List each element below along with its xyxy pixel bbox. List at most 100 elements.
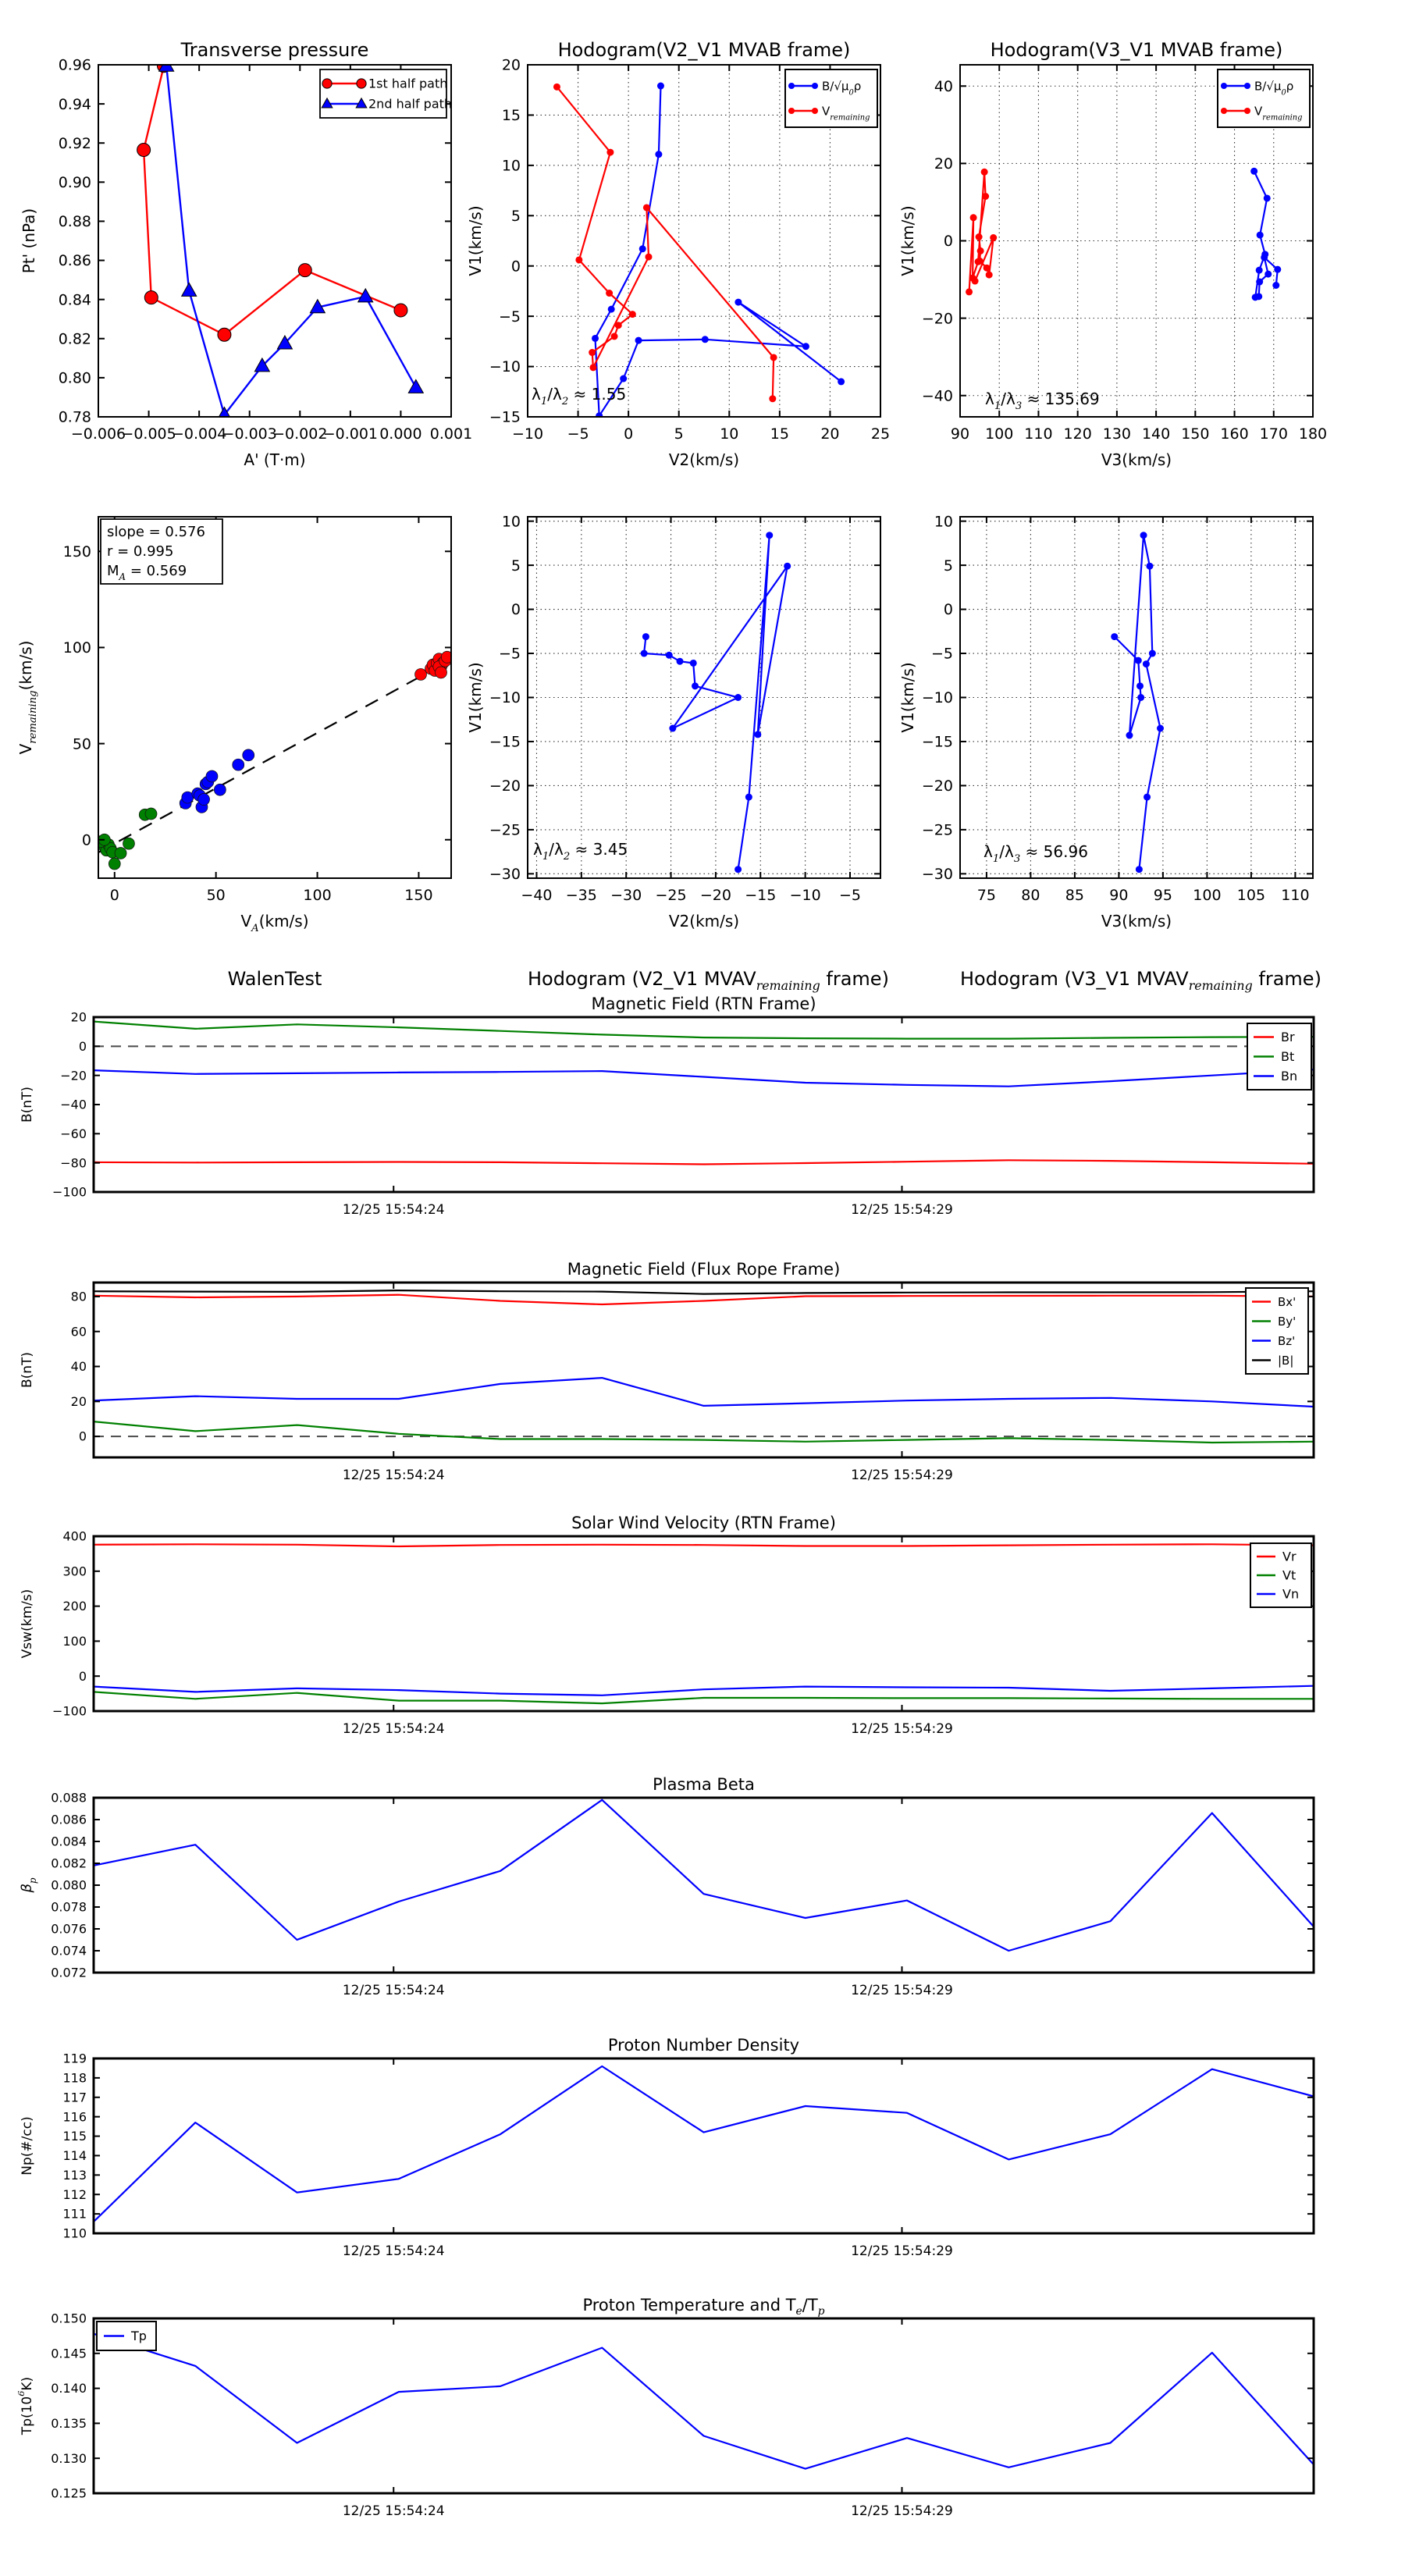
- svg-text:50: 50: [73, 735, 91, 753]
- plot-proton-density: 12/25 15:54:24 12/25 15:54:29 110 111 112 113…: [20, 2051, 1315, 2259]
- svg-text:V3(km/s): V3(km/s): [1101, 450, 1172, 469]
- svg-text:V1(km/s): V1(km/s): [898, 205, 917, 276]
- svg-text:10: 10: [720, 425, 738, 443]
- svg-text:Bx': Bx': [1278, 1295, 1296, 1309]
- svg-text:12/25 15:54:29: 12/25 15:54:29: [851, 2243, 953, 2259]
- svg-text:−60: −60: [60, 1126, 87, 1141]
- svg-text:130: 130: [1103, 425, 1131, 443]
- svg-text:60: 60: [71, 1324, 87, 1339]
- svg-text:0.84: 0.84: [59, 291, 91, 308]
- svg-text:111: 111: [62, 2207, 87, 2222]
- svg-text:−0.005: −0.005: [121, 425, 176, 443]
- svg-text:−0.002: −0.002: [272, 425, 327, 443]
- svg-text:0.92: 0.92: [59, 135, 91, 152]
- svg-text:−40: −40: [60, 1098, 87, 1112]
- svg-text:0: 0: [110, 887, 119, 904]
- plot-hodogram-v2v1-mvav: −40 −35 −30 −25 −20 −15 −10 −5 −30 −25 −20 −15 −10 −5…: [466, 513, 881, 930]
- chart-title-hodogram-v2v1-mvav: Hodogram (V2_V1 MVAVremaining frame): [528, 968, 889, 993]
- svg-text:Vremaining: Vremaining: [1254, 104, 1302, 122]
- svg-text:150: 150: [404, 887, 432, 904]
- svg-text:0: 0: [944, 601, 953, 618]
- svg-text:20: 20: [71, 1394, 87, 1409]
- svg-text:0.88: 0.88: [59, 213, 91, 230]
- svg-text:120: 120: [1064, 425, 1092, 443]
- svg-text:170: 170: [1260, 425, 1288, 443]
- svg-text:−10: −10: [489, 689, 521, 706]
- svg-text:20: 20: [820, 425, 839, 443]
- svg-text:λ1/λ2 ≈ 3.45: λ1/λ2 ≈ 3.45: [533, 840, 628, 863]
- svg-text:r = 0.995: r = 0.995: [107, 543, 173, 560]
- svg-text:117: 117: [62, 2090, 87, 2105]
- svg-text:Tp: Tp: [130, 2329, 147, 2343]
- svg-text:−80: −80: [60, 1155, 87, 1170]
- svg-text:0.80: 0.80: [59, 370, 91, 387]
- svg-text:20: 20: [71, 1010, 87, 1025]
- svg-text:0.080: 0.080: [51, 1878, 87, 1893]
- svg-text:150: 150: [63, 543, 91, 560]
- svg-text:50: 50: [207, 887, 226, 904]
- svg-text:119: 119: [62, 2051, 87, 2066]
- svg-text:10: 10: [502, 158, 521, 175]
- svg-text:100: 100: [303, 887, 331, 904]
- chart-title-hodogram-v2v1-mvab: Hodogram(V2_V1 MVAB frame): [557, 39, 851, 61]
- svg-text:12/25 15:54:24: 12/25 15:54:24: [343, 1721, 445, 1737]
- svg-text:0.145: 0.145: [51, 2346, 87, 2361]
- plot-solar-wind-velocity: 12/25 15:54:24 12/25 15:54:29 −100 0 100 200 3…: [20, 1529, 1315, 1737]
- svg-text:12/25 15:54:29: 12/25 15:54:29: [851, 1468, 953, 1483]
- svg-text:112: 112: [62, 2187, 87, 2202]
- svg-text:−5: −5: [499, 308, 521, 326]
- svg-text:12/25 15:54:24: 12/25 15:54:24: [343, 2243, 445, 2259]
- svg-text:115: 115: [62, 2129, 87, 2144]
- chart-title-proton-temp: Proton Temperature and Te/Tp: [582, 2296, 825, 2318]
- svg-text:0.082: 0.082: [51, 1856, 87, 1871]
- plot-proton-temp: 12/25 15:54:24 12/25 15:54:29 0.125 0.130 0.…: [16, 2311, 1315, 2519]
- svg-text:V1(km/s): V1(km/s): [466, 662, 485, 732]
- svg-text:Vt: Vt: [1282, 1568, 1296, 1583]
- svg-text:100: 100: [62, 1634, 87, 1649]
- svg-text:0.140: 0.140: [51, 2381, 87, 2396]
- svg-text:100: 100: [63, 639, 91, 656]
- svg-text:−25: −25: [489, 822, 521, 839]
- svg-text:Bt: Bt: [1281, 1049, 1294, 1064]
- svg-text:12/25 15:54:29: 12/25 15:54:29: [851, 1721, 953, 1737]
- svg-text:−20: −20: [922, 310, 953, 327]
- svg-text:0.135: 0.135: [51, 2416, 87, 2431]
- svg-text:113: 113: [62, 2168, 87, 2183]
- svg-text:−100: −100: [52, 1704, 87, 1719]
- svg-text:5: 5: [511, 557, 521, 575]
- svg-text:15: 15: [770, 425, 789, 443]
- svg-text:VA(km/s): VA(km/s): [240, 912, 308, 934]
- svg-text:100: 100: [1193, 887, 1221, 904]
- svg-text:105: 105: [1237, 887, 1265, 904]
- svg-text:0.90: 0.90: [59, 174, 91, 191]
- svg-text:12/25 15:54:24: 12/25 15:54:24: [343, 1983, 445, 1998]
- svg-text:MA = 0.569: MA = 0.569: [107, 563, 187, 582]
- svg-text:0.086: 0.086: [51, 1813, 87, 1827]
- svg-text:−15: −15: [745, 887, 776, 904]
- svg-text:5: 5: [944, 557, 953, 575]
- svg-text:0: 0: [82, 831, 91, 849]
- svg-text:110: 110: [62, 2226, 87, 2241]
- svg-text:0: 0: [79, 1039, 87, 1054]
- svg-text:−40: −40: [521, 887, 552, 904]
- svg-text:−30: −30: [610, 887, 642, 904]
- svg-text:βp: βp: [19, 1877, 38, 1894]
- svg-text:114: 114: [62, 2148, 87, 2163]
- chart-title-plasma-beta: Plasma Beta: [653, 1775, 755, 1794]
- svg-text:300: 300: [62, 1564, 87, 1578]
- svg-text:−40: −40: [922, 387, 953, 404]
- svg-text:−0.006: −0.006: [71, 425, 126, 443]
- svg-text:0: 0: [511, 258, 521, 275]
- svg-text:12/25 15:54:29: 12/25 15:54:29: [851, 1983, 953, 1998]
- plot-magnetic-field-fluxrope: 12/25 15:54:24 12/25 15:54:29 0 20 40 60 80 B(n…: [20, 1281, 1315, 1483]
- svg-text:0.001: 0.001: [430, 425, 472, 443]
- svg-text:V1(km/s): V1(km/s): [466, 205, 485, 276]
- svg-text:B/√μ0ρ: B/√μ0ρ: [822, 79, 861, 97]
- svg-text:5: 5: [674, 425, 684, 443]
- svg-text:0.000: 0.000: [379, 425, 422, 443]
- plot-plasma-beta: 12/25 15:54:24 12/25 15:54:29 0.072 0.074 0.…: [19, 1791, 1315, 1998]
- svg-text:−5: −5: [931, 646, 953, 663]
- svg-text:1st half path: 1st half path: [368, 76, 447, 91]
- svg-text:75: 75: [977, 887, 996, 904]
- plot-hodogram-v2v1-mvab: −10 −5 0 5 10 15 20 25−15−10−505101520V2(km/s)V…: [466, 57, 890, 469]
